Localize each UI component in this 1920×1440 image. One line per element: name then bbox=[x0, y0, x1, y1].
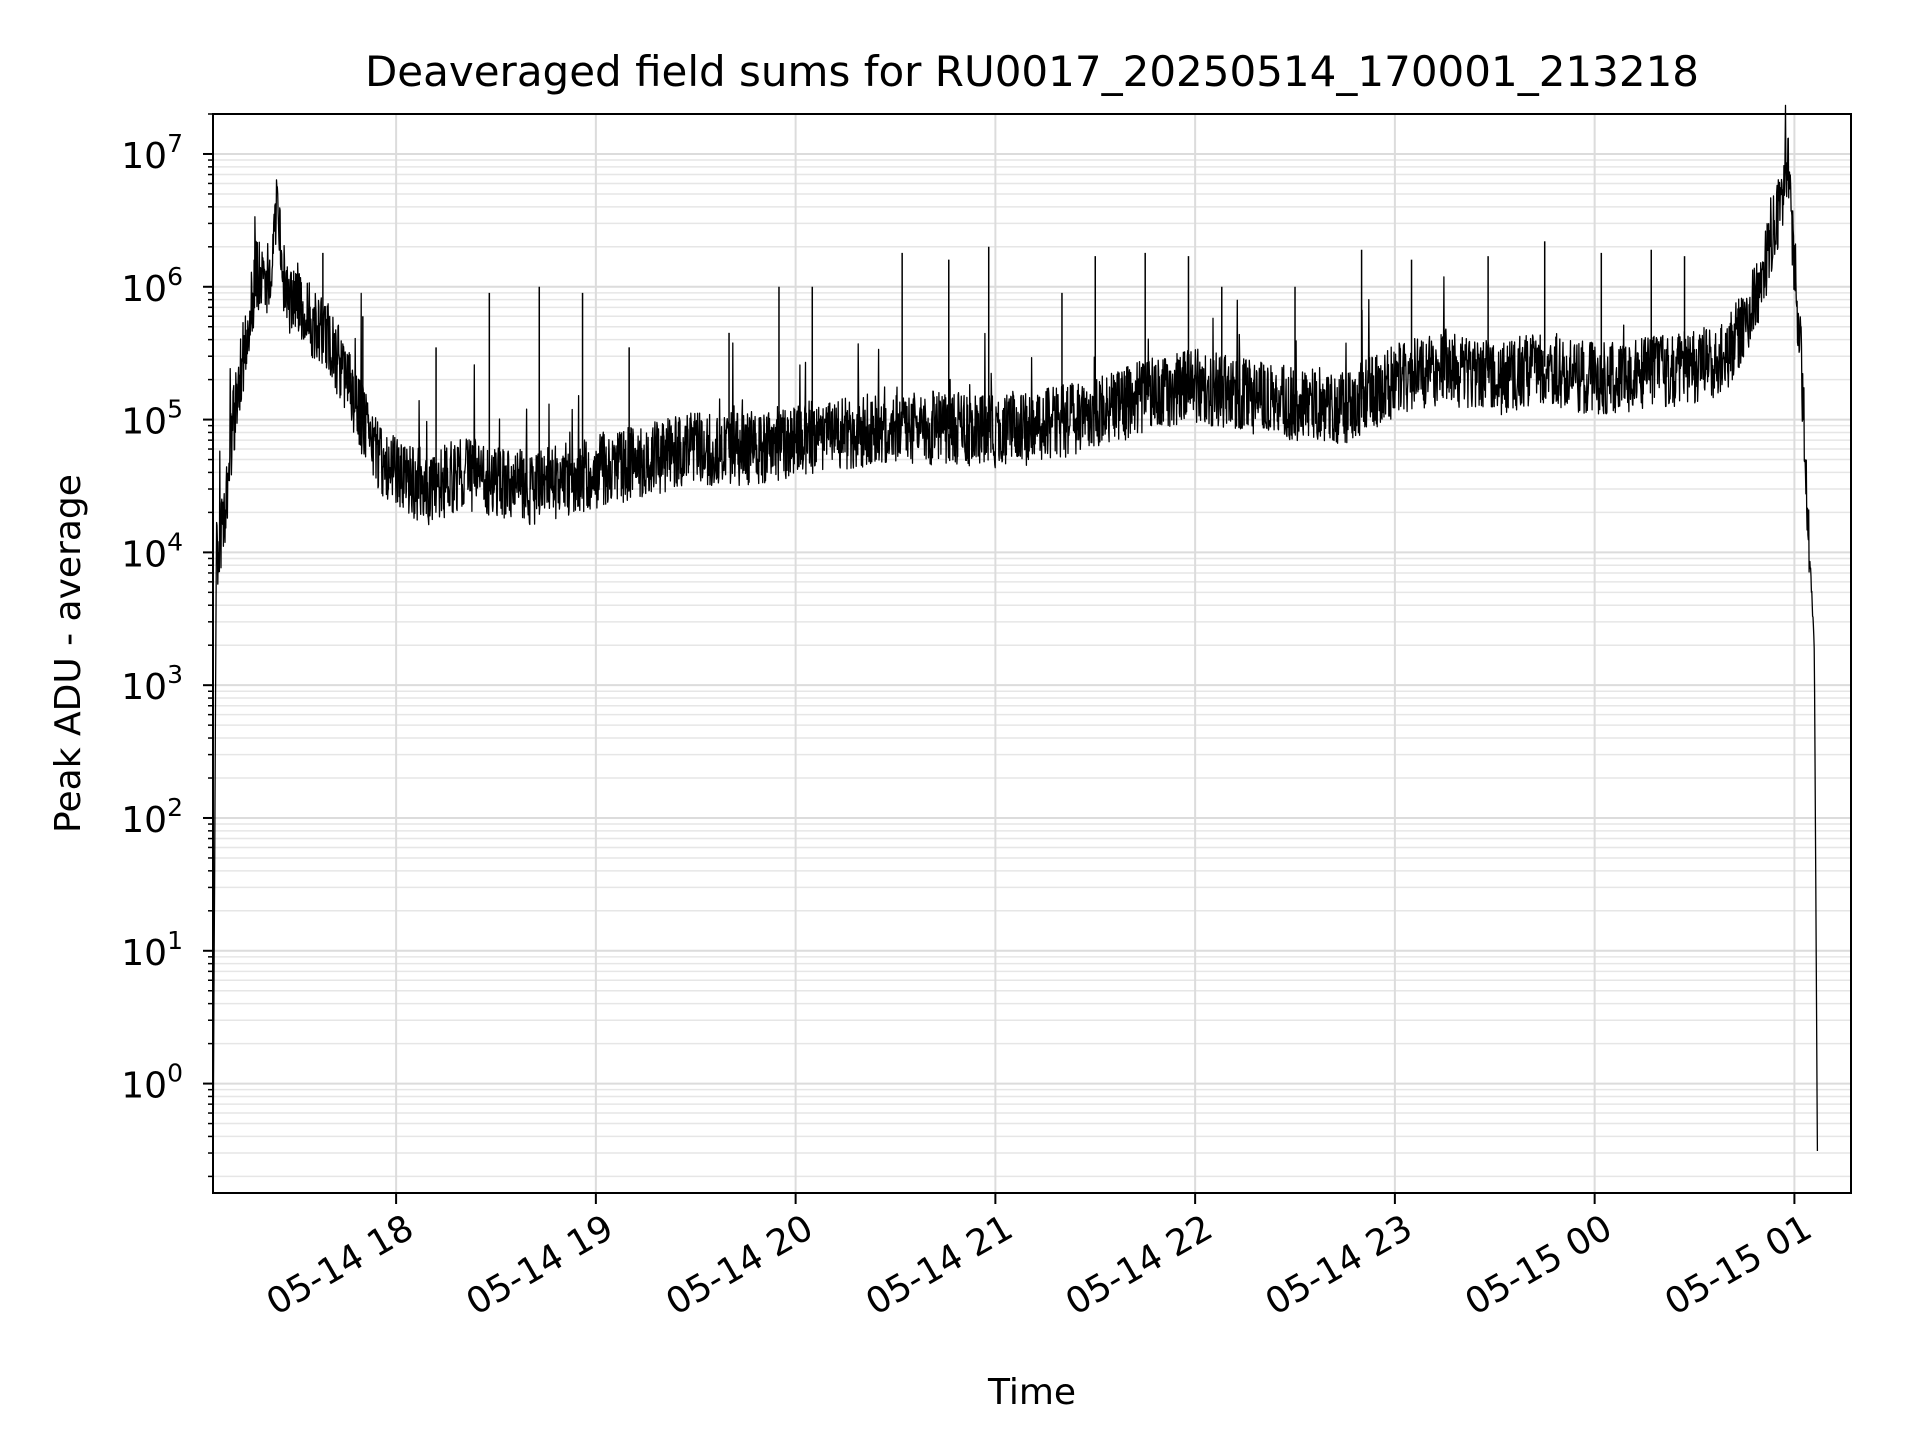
y-tick-label: 100 bbox=[121, 1059, 183, 1107]
ticks: 100 101 102 103 104 105 106 107 05-14 18 05-14 19… bbox=[121, 113, 1819, 1324]
x-tick-label: 05-14 19 bbox=[460, 1207, 621, 1323]
x-tick-label: 05-14 23 bbox=[1259, 1207, 1420, 1323]
x-axis-label: Time bbox=[987, 1372, 1076, 1413]
x-tick-label: 05-14 20 bbox=[659, 1207, 820, 1323]
series-line bbox=[212, 104, 1819, 1184]
chart-title: Deaveraged field sums for RU0017_2025051… bbox=[365, 47, 1699, 96]
axes-frame bbox=[212, 113, 1852, 1194]
grid-lines bbox=[213, 113, 1851, 1193]
plot-area bbox=[212, 104, 1819, 1184]
y-tick-label: 106 bbox=[121, 262, 183, 310]
x-tick-label: 05-14 22 bbox=[1059, 1207, 1220, 1323]
y-axis-label: Peak ADU - average bbox=[48, 474, 89, 833]
y-tick-label: 104 bbox=[121, 527, 183, 575]
y-tick-label: 107 bbox=[121, 129, 183, 177]
y-tick-label: 101 bbox=[121, 926, 183, 974]
x-tick-label: 05-15 01 bbox=[1658, 1207, 1819, 1323]
y-tick-label: 103 bbox=[121, 660, 183, 708]
x-tick-label: 05-15 00 bbox=[1458, 1207, 1619, 1323]
x-tick-label: 05-14 18 bbox=[260, 1207, 421, 1323]
y-tick-label: 105 bbox=[121, 395, 183, 443]
y-tick-label: 102 bbox=[121, 793, 183, 841]
x-tick-label: 05-14 21 bbox=[859, 1207, 1020, 1323]
